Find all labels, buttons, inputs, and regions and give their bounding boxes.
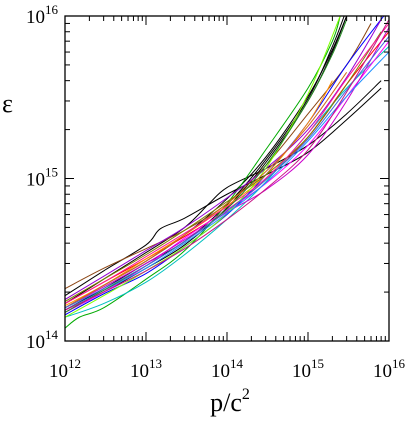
x-tick-label: 1016 bbox=[373, 356, 406, 382]
series-line-1 bbox=[65, 16, 348, 313]
x-axis-label: p/c2 bbox=[210, 386, 250, 417]
tick-labels-layer: 1012 1013 1014 1015 1016 1014 1015 1016 bbox=[26, 2, 406, 382]
series-line-13 bbox=[65, 19, 382, 300]
y-tick-label: 1016 bbox=[26, 2, 59, 28]
series-line-19 bbox=[65, 23, 389, 304]
series-line-16 bbox=[65, 51, 389, 311]
x-axis-label-base: p/c bbox=[210, 388, 242, 417]
x-tick-label: 1013 bbox=[130, 356, 162, 382]
series-line-21 bbox=[65, 35, 389, 309]
series-line-7 bbox=[65, 31, 389, 304]
series-line-18 bbox=[65, 72, 348, 309]
series-line-15 bbox=[65, 16, 341, 318]
series-line-12 bbox=[65, 80, 333, 307]
series-layer bbox=[65, 16, 389, 329]
y-axis-label: ε bbox=[2, 89, 13, 118]
plot-frame bbox=[64, 15, 390, 342]
x-tick-label: 1012 bbox=[49, 356, 81, 382]
series-line-14 bbox=[65, 27, 389, 309]
series-line-17 bbox=[65, 31, 382, 302]
x-axis-label-superscript: 2 bbox=[242, 386, 250, 403]
x-tick-label: 1015 bbox=[292, 356, 324, 382]
ticks-layer bbox=[64, 15, 390, 342]
series-line-4 bbox=[65, 80, 382, 304]
y-tick-label: 1015 bbox=[26, 165, 58, 191]
series-line-9 bbox=[65, 16, 385, 316]
x-tick-label: 1014 bbox=[211, 356, 244, 382]
series-line-5 bbox=[65, 16, 345, 311]
series-line-22 bbox=[65, 19, 389, 311]
y-tick-label: 1014 bbox=[26, 327, 59, 353]
series-line-20 bbox=[65, 19, 348, 313]
series-line-2 bbox=[65, 16, 348, 309]
series-line-11 bbox=[65, 40, 389, 313]
